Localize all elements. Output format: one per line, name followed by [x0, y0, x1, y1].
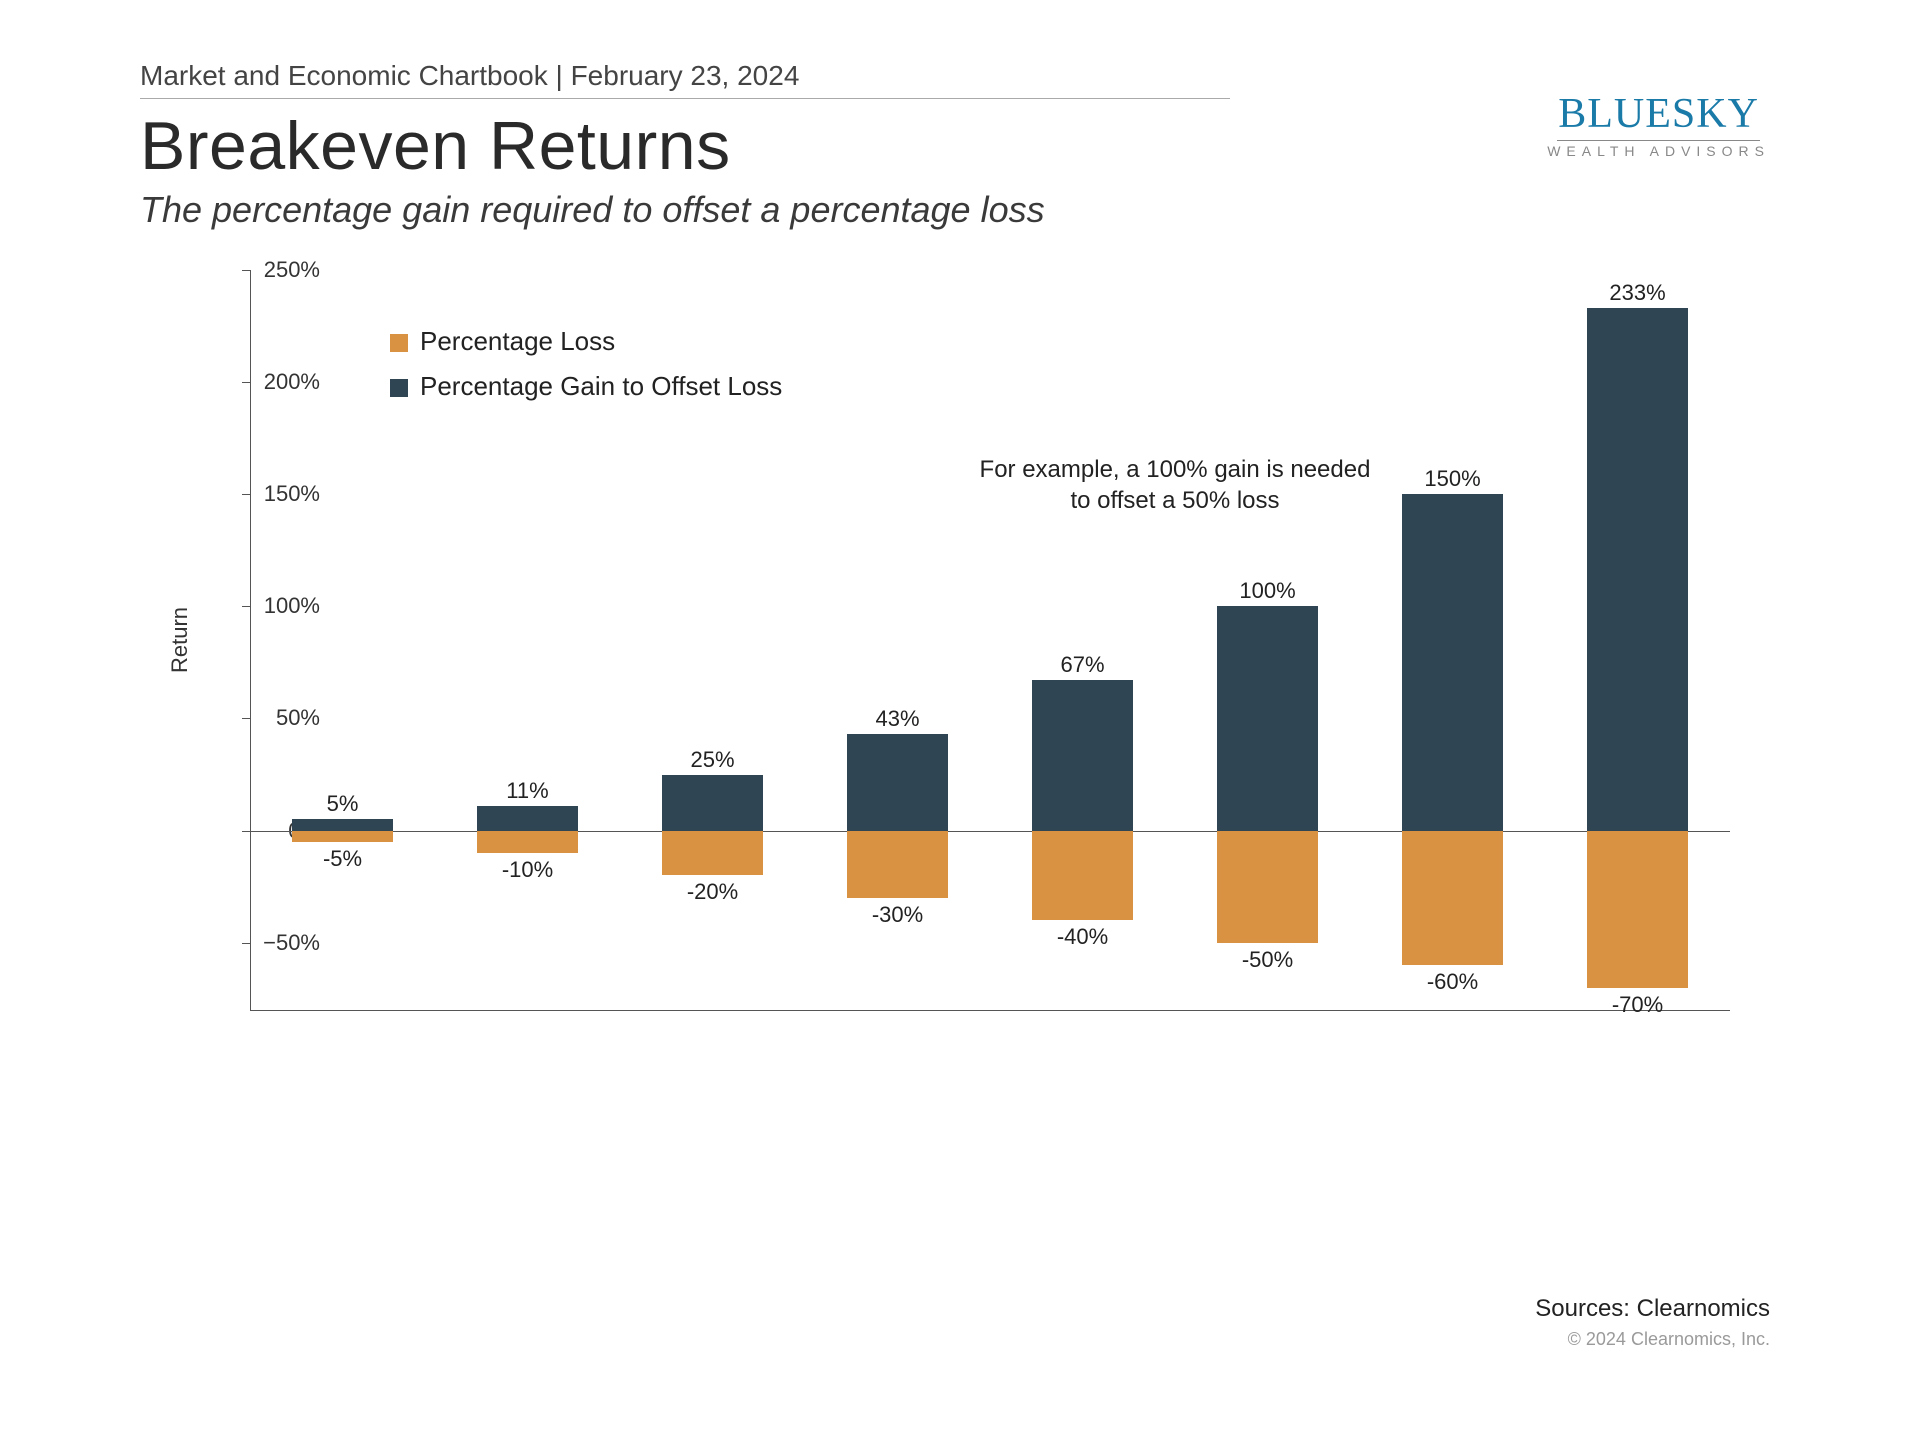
- logo-word-2: SKY: [1672, 91, 1759, 137]
- copyright-text: © 2024 Clearnomics, Inc.: [1535, 1329, 1770, 1350]
- bottom-axis-line: [250, 1010, 1730, 1011]
- loss-bar-label: -10%: [502, 857, 553, 883]
- loss-bar-label: -20%: [687, 879, 738, 905]
- gain-bar: [1402, 494, 1504, 830]
- gain-bar: [847, 734, 949, 830]
- y-tick-label: 100%: [240, 593, 320, 619]
- y-tick-label: 50%: [240, 705, 320, 731]
- loss-bar: [662, 831, 764, 876]
- gain-bar-label: 43%: [875, 706, 919, 732]
- footer: Sources: Clearnomics © 2024 Clearnomics,…: [1535, 1295, 1770, 1350]
- gain-bar: [662, 775, 764, 831]
- y-tick-label: 200%: [240, 369, 320, 395]
- brand-logo: BLUESKY WEALTH ADVISORS: [1547, 90, 1770, 159]
- loss-bar-label: -30%: [872, 902, 923, 928]
- loss-bar: [292, 831, 394, 842]
- legend-item-loss: Percentage Loss: [390, 326, 615, 357]
- loss-bar: [1587, 831, 1689, 988]
- y-tick-label: 250%: [240, 257, 320, 283]
- legend-swatch-loss: [390, 334, 408, 352]
- loss-bar: [1217, 831, 1319, 943]
- breakeven-chart: Return −50%0%50%100%150%200%250%5%-5%11%…: [140, 270, 1780, 1010]
- legend-swatch-gain: [390, 379, 408, 397]
- gain-bar: [477, 806, 579, 831]
- loss-bar: [1402, 831, 1504, 966]
- gain-bar: [1587, 308, 1689, 830]
- zero-axis-line: [250, 831, 1730, 832]
- page-title: Breakeven Returns: [140, 107, 1780, 185]
- gain-bar-label: 233%: [1609, 280, 1665, 306]
- gain-bar-label: 5%: [327, 791, 359, 817]
- loss-bar-label: -60%: [1427, 969, 1478, 995]
- loss-bar-label: -40%: [1057, 924, 1108, 950]
- loss-bar-label: -5%: [323, 846, 362, 872]
- loss-bar: [847, 831, 949, 898]
- loss-bar-label: -70%: [1612, 992, 1663, 1018]
- loss-bar: [1032, 831, 1134, 921]
- sources-text: Sources: Clearnomics: [1535, 1295, 1770, 1323]
- gain-bar: [1032, 680, 1134, 830]
- chartbook-header: Market and Economic Chartbook | February…: [140, 60, 1230, 99]
- logo-tagline: WEALTH ADVISORS: [1547, 143, 1770, 159]
- y-tick-label: −50%: [240, 930, 320, 956]
- gain-bar-label: 150%: [1424, 466, 1480, 492]
- gain-bar: [292, 819, 394, 830]
- gain-bar-label: 11%: [506, 778, 548, 804]
- loss-bar: [477, 831, 579, 853]
- loss-bar-label: -50%: [1242, 947, 1293, 973]
- gain-bar: [1217, 606, 1319, 830]
- y-tick-label: 150%: [240, 481, 320, 507]
- gain-bar-label: 25%: [690, 747, 734, 773]
- gain-bar-label: 100%: [1239, 578, 1295, 604]
- logo-word-1: BLUE: [1558, 91, 1672, 137]
- page-subtitle: The percentage gain required to offset a…: [140, 189, 1780, 231]
- gain-bar-label: 67%: [1060, 652, 1104, 678]
- y-axis-title: Return: [167, 607, 193, 673]
- legend-item-gain: Percentage Gain to Offset Loss: [390, 371, 782, 402]
- chart-annotation: For example, a 100% gain is neededto off…: [945, 454, 1405, 516]
